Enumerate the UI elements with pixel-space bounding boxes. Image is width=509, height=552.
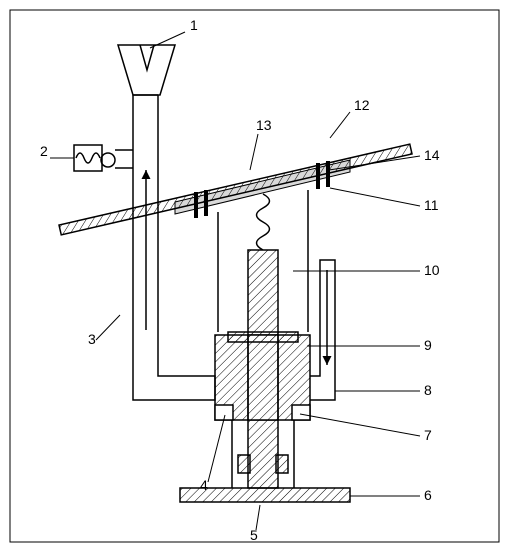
part-7-port: [292, 405, 310, 420]
label-3: 3: [88, 331, 96, 347]
label-4: 4: [200, 477, 208, 493]
part-8-pipe: [310, 260, 335, 400]
label-2: 2: [40, 143, 48, 159]
label-10: 10: [424, 262, 440, 278]
label-9: 9: [424, 337, 432, 353]
label-12: 12: [354, 97, 370, 113]
label-6: 6: [424, 487, 432, 503]
part-2-housing: [74, 145, 102, 171]
part-12-bar: [59, 144, 412, 235]
part-11-spring: [257, 194, 270, 250]
label-11: 11: [424, 197, 439, 213]
label-7: 7: [424, 427, 432, 443]
part-5-bushing-right: [276, 455, 288, 473]
label-1: 1: [190, 17, 198, 33]
label-8: 8: [424, 382, 432, 398]
label-14: 14: [424, 147, 440, 163]
part-10-piston-rod: [248, 250, 278, 488]
schematic-diagram: 1 2 3 4 5 6 7 8 9 10 11 12 13: [0, 0, 509, 552]
label-13: 13: [256, 117, 272, 133]
part-5-bushing-left: [238, 455, 250, 473]
label-5: 5: [250, 527, 258, 543]
